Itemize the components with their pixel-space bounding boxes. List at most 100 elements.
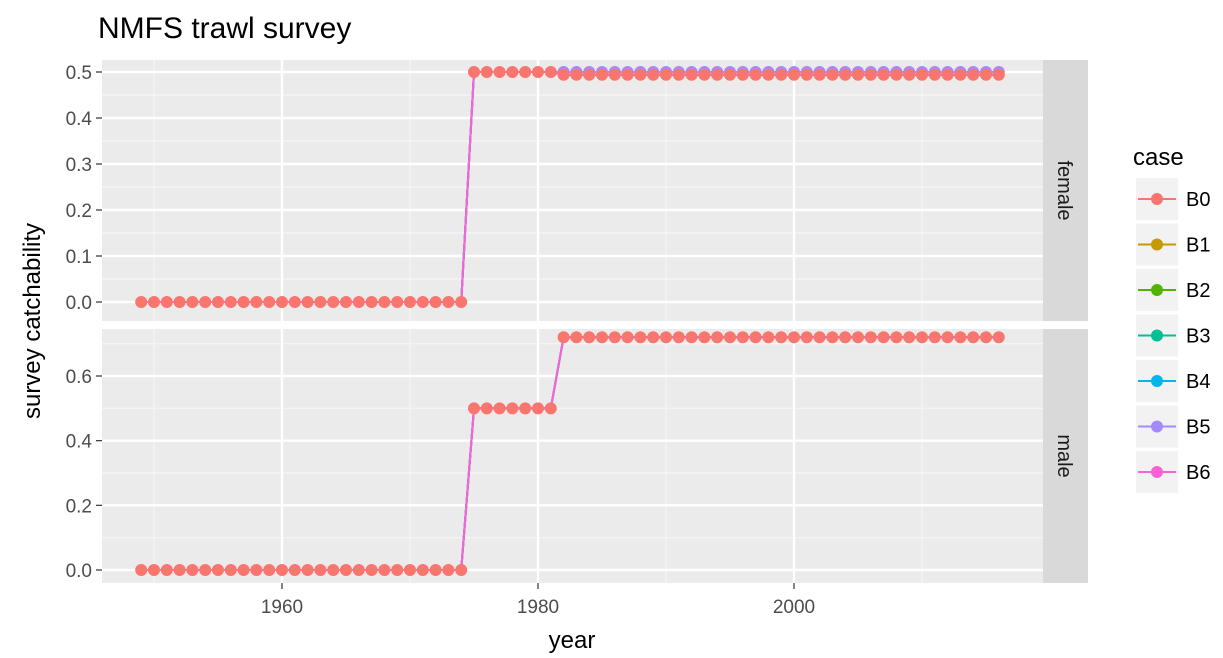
legend-label-B3: B3 — [1186, 326, 1210, 348]
data-point-B0 — [570, 331, 583, 344]
data-point-B0 — [250, 296, 263, 308]
data-point-B0 — [199, 296, 212, 308]
facet-strip — [1043, 60, 1088, 321]
y-axis-title: survey catchability — [19, 223, 46, 419]
data-point-B0 — [237, 296, 250, 308]
data-point-B0 — [839, 68, 852, 81]
data-point-B0 — [224, 296, 237, 308]
legend-label-B0: B0 — [1186, 189, 1210, 211]
facet-panel-female: 0.0 0.1 0.2 0.3 0.4 0.5 female — [66, 60, 1088, 321]
data-point-B0 — [570, 68, 583, 81]
y-tick-label: 0.4 — [66, 432, 93, 453]
data-point-B0 — [250, 564, 263, 576]
data-point-B0 — [404, 564, 416, 576]
data-point-B0 — [877, 68, 890, 81]
data-point-B0 — [224, 564, 237, 576]
data-point-B0 — [391, 564, 404, 576]
data-point-B0 — [301, 564, 314, 576]
data-point-B0 — [724, 68, 736, 81]
data-point-B0 — [160, 296, 173, 308]
data-point-B0 — [660, 331, 672, 344]
data-point-B0 — [916, 68, 928, 81]
data-point-B0 — [378, 296, 391, 308]
data-point-B0 — [621, 331, 634, 344]
data-point-B0 — [506, 402, 519, 415]
data-point-B0 — [916, 331, 928, 344]
data-point-B0 — [800, 68, 813, 81]
data-point-B0 — [852, 331, 864, 344]
facet-strip-label: male — [1053, 434, 1075, 477]
data-point-B0 — [711, 68, 724, 81]
legend-key-point-B4 — [1151, 375, 1163, 387]
data-point-B0 — [903, 331, 916, 344]
data-point-B0 — [647, 68, 660, 81]
data-point-B0 — [736, 68, 749, 81]
data-point-B0 — [711, 331, 724, 344]
data-point-B0 — [301, 296, 314, 308]
data-point-B0 — [967, 331, 980, 344]
data-point-B0 — [928, 331, 941, 344]
y-tick-label: 0.2 — [66, 496, 92, 517]
data-point-B0 — [391, 296, 404, 308]
data-point-B0 — [813, 68, 826, 81]
data-point-B0 — [941, 68, 954, 81]
data-point-B0 — [557, 68, 570, 81]
data-point-B0 — [762, 331, 775, 344]
data-point-B0 — [212, 564, 224, 576]
legend-label-B6: B6 — [1186, 462, 1210, 484]
data-point-B0 — [404, 296, 416, 308]
legend-label-B2: B2 — [1186, 280, 1210, 302]
data-point-B0 — [788, 68, 800, 81]
data-point-B0 — [288, 296, 301, 308]
data-point-B0 — [788, 331, 800, 344]
data-point-B0 — [532, 402, 544, 415]
data-point-B0 — [276, 564, 288, 576]
data-point-B0 — [672, 331, 685, 344]
data-point-B0 — [647, 331, 660, 344]
data-point-B0 — [775, 68, 788, 81]
legend-key-point-B3 — [1151, 329, 1163, 342]
x-tick-label: 1960 — [261, 597, 303, 618]
data-point-B0 — [468, 66, 480, 78]
data-point-B0 — [685, 331, 698, 344]
data-point-B0 — [544, 66, 557, 78]
legend-key-point-B0 — [1151, 193, 1163, 205]
x-tick-label: 1980 — [517, 597, 559, 618]
data-point-B0 — [864, 331, 877, 344]
data-point-B0 — [698, 331, 711, 344]
data-point-B0 — [890, 68, 903, 81]
data-point-B0 — [378, 564, 391, 576]
x-tick-label: 2000 — [773, 597, 815, 618]
data-point-B0 — [416, 564, 429, 576]
data-point-B0 — [314, 564, 327, 576]
data-point-B0 — [532, 66, 544, 78]
data-point-B0 — [519, 66, 532, 78]
data-point-B0 — [506, 66, 519, 78]
data-point-B0 — [365, 564, 378, 576]
facet-panel-male: 0.0 0.2 0.4 0.6 male — [66, 329, 1088, 583]
data-point-B0 — [583, 68, 596, 81]
y-tick-label: 0.5 — [66, 63, 92, 84]
data-point-B0 — [813, 331, 826, 344]
data-point-B0 — [826, 331, 839, 344]
data-point-B0 — [276, 296, 288, 308]
data-point-B0 — [634, 68, 647, 81]
legend-key-point-B6 — [1151, 466, 1163, 478]
data-point-B0 — [340, 564, 352, 576]
data-point-B0 — [941, 331, 954, 344]
data-point-B0 — [724, 331, 736, 344]
legend-key-point-B2 — [1151, 284, 1163, 296]
data-point-B0 — [186, 296, 199, 308]
y-tick-label: 0.6 — [66, 367, 92, 388]
data-point-B0 — [480, 402, 493, 415]
data-point-B0 — [980, 331, 992, 344]
data-point-B0 — [992, 331, 1005, 344]
y-tick-label: 0.3 — [66, 155, 92, 176]
data-point-B0 — [852, 68, 864, 81]
data-point-B0 — [544, 402, 557, 415]
data-point-B0 — [928, 68, 941, 81]
data-point-B0 — [416, 296, 429, 308]
data-point-B0 — [762, 68, 775, 81]
panel-background — [102, 329, 1043, 583]
data-point-B0 — [583, 331, 596, 344]
